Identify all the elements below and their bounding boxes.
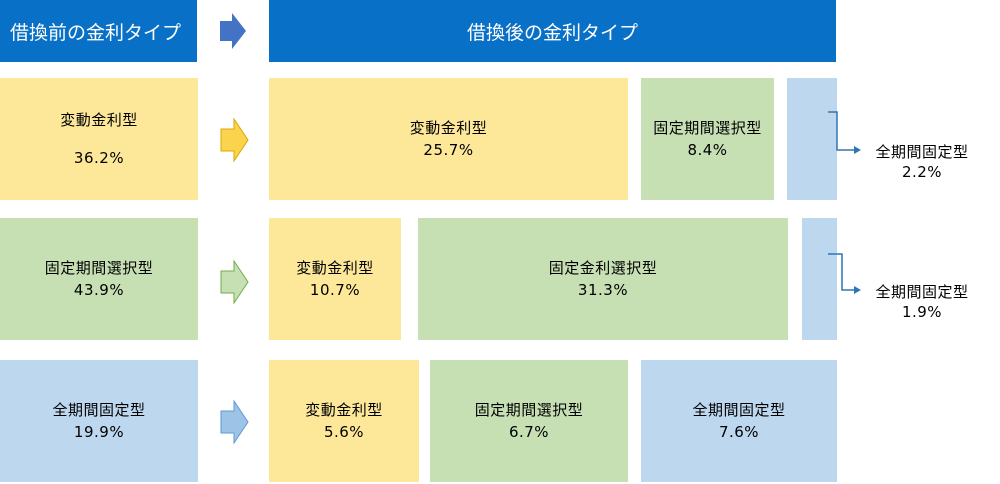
header-after: 借換後の金利タイプ [269, 0, 836, 62]
source-type: 全期間固定型 [52, 401, 146, 419]
target-pct: 10.7% [309, 281, 361, 299]
source-type: 変動金利型 [60, 111, 138, 129]
target-box-variable: 変動金利型 5.6% [269, 360, 419, 482]
side-type: 全期間固定型 [875, 143, 969, 161]
row1-arrow [214, 110, 254, 170]
arrow-right-icon [220, 117, 249, 163]
side-type: 全期間固定型 [875, 283, 969, 301]
source-type: 固定期間選択型 [44, 259, 154, 277]
target-type: 全期間固定型 [692, 401, 786, 419]
side-pct: 1.9% [901, 303, 943, 321]
target-type: 変動金利型 [409, 119, 488, 137]
source-box-variable: 変動金利型 36.2% [0, 78, 198, 200]
source-pct: 19.9% [73, 423, 125, 441]
target-box-full-fixed-small [802, 218, 837, 340]
source-box-full-fixed: 全期間固定型 19.9% [0, 360, 198, 482]
target-box-fixed-rate-select: 固定金利選択型 31.3% [418, 218, 788, 340]
header-before-label: 借換前の金利タイプ [10, 21, 182, 44]
target-type: 固定金利選択型 [548, 259, 658, 277]
row3-arrow [214, 392, 254, 452]
row2-arrow [214, 252, 254, 312]
target-type: 変動金利型 [296, 259, 374, 277]
target-pct: 8.4% [687, 141, 728, 159]
side-pct: 2.2% [901, 163, 943, 181]
side-label-full-fixed: 全期間固定型 1.9% [862, 282, 982, 322]
source-box-fixed-period: 固定期間選択型 43.9% [0, 218, 198, 340]
target-box-full-fixed: 全期間固定型 7.6% [641, 360, 837, 482]
target-box-variable: 変動金利型 25.7% [269, 78, 628, 200]
target-box-full-fixed-small [787, 78, 837, 200]
source-pct: 36.2% [73, 149, 125, 167]
source-pct: 43.9% [73, 281, 125, 299]
header-arrow [197, 0, 269, 62]
target-type: 変動金利型 [305, 401, 383, 419]
target-pct: 25.7% [423, 141, 474, 159]
arrow-right-icon [220, 259, 249, 305]
target-type: 固定期間選択型 [474, 401, 584, 419]
target-pct: 5.6% [323, 423, 365, 441]
side-label-full-fixed: 全期間固定型 2.2% [862, 142, 982, 182]
arrow-right-icon [220, 399, 249, 445]
connector-arrow-icon [828, 111, 861, 154]
target-pct: 7.6% [718, 423, 760, 441]
header-before: 借換前の金利タイプ [0, 0, 197, 62]
target-pct: 6.7% [508, 423, 550, 441]
target-box-variable: 変動金利型 10.7% [269, 218, 401, 340]
connector-arrow-icon [828, 253, 861, 294]
header-after-label: 借換後の金利タイプ [466, 21, 638, 44]
target-box-fixed-period: 固定期間選択型 8.4% [641, 78, 774, 200]
target-pct: 31.3% [577, 281, 629, 299]
target-box-fixed-period: 固定期間選択型 6.7% [430, 360, 628, 482]
arrow-right-icon [220, 13, 246, 49]
target-type: 固定期間選択型 [653, 119, 762, 137]
